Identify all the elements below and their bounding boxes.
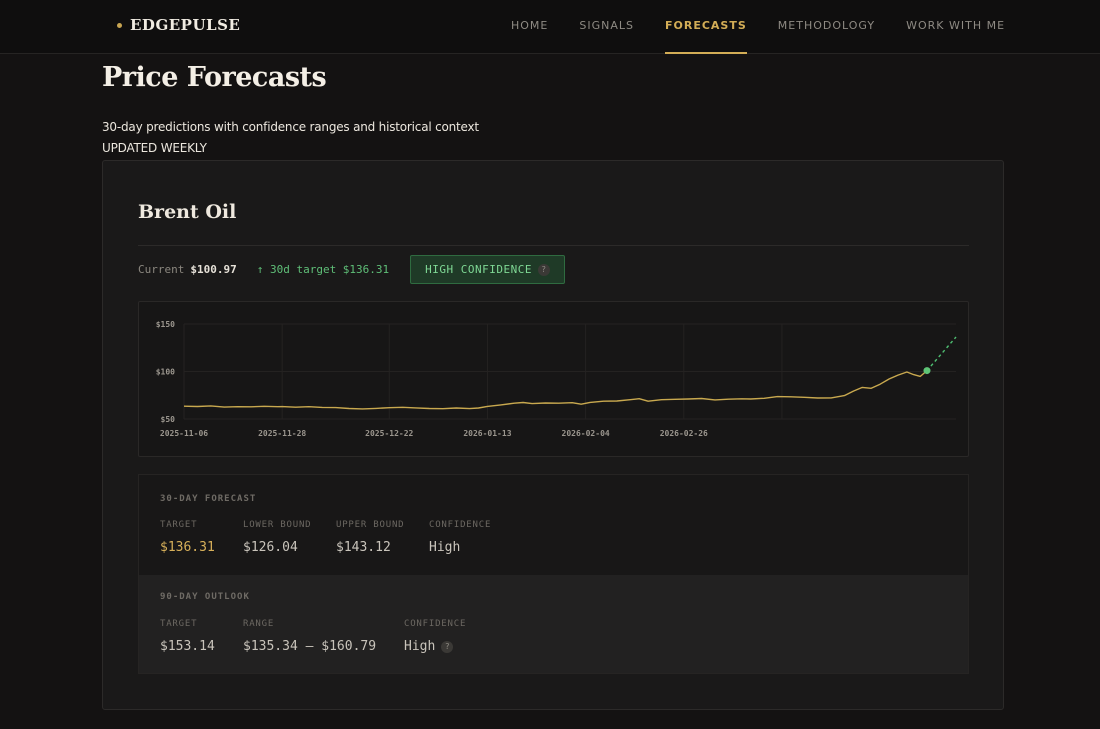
y-tick-label: $150: [156, 320, 175, 329]
nav-link-methodology[interactable]: METHODOLOGY: [777, 19, 876, 32]
outlook-90-confidence: CONFIDENCE High ?: [404, 619, 466, 654]
forecast-dashed-line: [926, 336, 957, 372]
target-summary: ↑ 30d target $136.31: [256, 263, 390, 276]
metric-label: TARGET: [160, 520, 198, 530]
outlook-90-heading: 90-DAY OUTLOOK: [160, 592, 250, 602]
page-subtitle: 30-day predictions with confidence range…: [102, 120, 479, 134]
confidence-badge-label: HIGH CONFIDENCE: [425, 263, 533, 276]
metric-value: $135.34 — $160.79: [243, 639, 377, 654]
metric-label: LOWER BOUND: [243, 520, 312, 530]
brand-name: EDGEPULSE: [130, 16, 241, 34]
forecast-30-panel: 30-DAY FORECAST TARGET $136.31 LOWER BOU…: [138, 474, 969, 575]
price-line: [183, 370, 928, 410]
current-price-point: [923, 367, 931, 375]
outlook-90-range: RANGE $135.34 — $160.79: [243, 619, 376, 654]
metric-value: $126.04: [243, 540, 298, 555]
metric-value: $143.12: [336, 540, 391, 555]
current-price-label: Current: [138, 263, 185, 276]
nav-links: HOME SIGNALS FORECASTS METHODOLOGY WORK …: [511, 0, 1036, 54]
page-title: Price Forecasts: [102, 62, 327, 93]
forecast-30-upper: UPPER BOUND $143.12: [336, 520, 404, 555]
forecast-card: Brent Oil Current $100.97 ↑ 30d target $…: [102, 160, 1004, 710]
metric-label: CONFIDENCE: [404, 619, 467, 629]
metric-value: High: [429, 540, 461, 555]
help-icon[interactable]: ?: [441, 640, 454, 653]
x-tick-label: 2025-12-22: [365, 429, 413, 438]
price-stats-row: Current $100.97 ↑ 30d target $136.31 HIG…: [138, 255, 566, 284]
metric-value: $136.31: [160, 540, 215, 555]
x-tick-label: 2026-02-04: [562, 429, 610, 438]
metric-value: $153.14: [160, 639, 215, 654]
metric-label: TARGET: [160, 619, 198, 629]
update-frequency: UPDATED WEEKLY: [102, 141, 207, 155]
metric-value: High ?: [404, 639, 466, 654]
y-tick-label: $100: [156, 368, 175, 377]
metric-label: RANGE: [243, 619, 275, 629]
outlook-90-panel: 90-DAY OUTLOOK TARGET $153.14 RANGE $135…: [138, 575, 969, 674]
top-nav: EDGEPULSE HOME SIGNALS FORECASTS METHODO…: [0, 0, 1100, 54]
brand-dot-icon: [117, 22, 122, 28]
asset-title: Brent Oil: [138, 201, 237, 223]
confidence-badge: HIGH CONFIDENCE ?: [410, 255, 566, 284]
card-divider: [138, 245, 969, 246]
metric-label: UPPER BOUND: [336, 520, 405, 530]
nav-link-work-with-me[interactable]: WORK WITH ME: [906, 19, 1006, 32]
x-tick-label: 2025-11-28: [258, 429, 306, 438]
confidence-value-text: High: [404, 639, 436, 654]
current-price-value: $100.97: [190, 263, 237, 276]
help-icon[interactable]: ?: [538, 263, 551, 276]
price-chart-svg: $50 $100 $150 2025-11-06 2025-11-28 2025-12-2…: [156, 320, 957, 438]
metric-label: CONFIDENCE: [429, 520, 492, 530]
x-tick-label: 2026-01-13: [463, 429, 511, 438]
outlook-90-target: TARGET $153.14: [160, 619, 215, 654]
forecast-30-confidence: CONFIDENCE High: [429, 520, 491, 555]
price-chart: $50 $100 $150 2025-11-06 2025-11-28 2025-12-2…: [138, 301, 969, 457]
forecast-30-heading: 30-DAY FORECAST: [160, 494, 257, 504]
brand-logo[interactable]: EDGEPULSE: [117, 16, 240, 34]
x-tick-label: 2026-02-26: [660, 429, 708, 438]
x-tick-label: 2025-11-06: [160, 429, 208, 438]
forecast-30-lower: LOWER BOUND $126.04: [243, 520, 311, 555]
nav-link-forecasts[interactable]: FORECASTS: [665, 0, 747, 54]
y-tick-label: $50: [161, 415, 176, 424]
nav-link-signals[interactable]: SIGNALS: [579, 19, 634, 32]
nav-link-home[interactable]: HOME: [511, 19, 549, 32]
forecast-30-target: TARGET $136.31: [160, 520, 215, 555]
